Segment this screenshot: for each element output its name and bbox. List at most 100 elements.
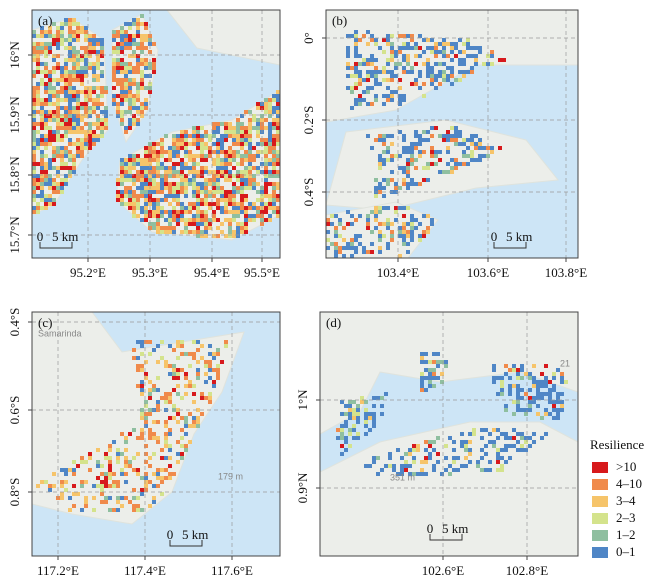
cell <box>256 130 260 134</box>
cell <box>72 90 76 94</box>
cell <box>124 480 128 484</box>
cell <box>144 158 148 162</box>
cell <box>248 150 252 154</box>
cell <box>208 202 212 206</box>
cell <box>468 432 472 436</box>
cell <box>272 94 276 98</box>
cell <box>426 58 430 62</box>
cell <box>184 384 188 388</box>
cell <box>264 126 268 130</box>
cell <box>40 42 44 46</box>
cell <box>48 30 52 34</box>
cell <box>184 416 188 420</box>
cell <box>216 158 220 162</box>
cell <box>32 178 36 182</box>
cell <box>276 174 280 178</box>
cell <box>472 428 476 432</box>
cell <box>244 166 248 170</box>
cell <box>268 98 272 102</box>
cell <box>160 174 164 178</box>
cell <box>116 182 120 186</box>
cell <box>372 424 376 428</box>
cell <box>200 218 204 222</box>
cell <box>140 34 144 38</box>
cell <box>358 94 362 98</box>
cell <box>140 206 144 210</box>
cell <box>556 396 560 400</box>
cell <box>48 70 52 74</box>
cell <box>200 182 204 186</box>
cell <box>72 46 76 50</box>
cell <box>410 234 414 238</box>
cell <box>374 74 378 78</box>
cell <box>176 134 180 138</box>
cell <box>156 440 160 444</box>
cell <box>120 162 124 166</box>
cell <box>548 392 552 396</box>
cell <box>520 368 524 372</box>
cell <box>180 436 184 440</box>
cell <box>438 50 442 54</box>
cell <box>478 50 482 54</box>
cell <box>378 162 382 166</box>
cell <box>176 194 180 198</box>
cell <box>60 90 64 94</box>
cell <box>446 146 450 150</box>
cell <box>84 500 88 504</box>
cell <box>136 186 140 190</box>
cell <box>152 66 156 70</box>
cell <box>132 348 136 352</box>
cell <box>520 436 524 440</box>
cell <box>144 460 148 464</box>
cell <box>248 146 252 150</box>
cell <box>172 166 176 170</box>
cell <box>240 222 244 226</box>
cell <box>112 38 116 42</box>
cell <box>88 126 92 130</box>
cell <box>432 384 436 388</box>
cell <box>352 400 356 404</box>
cell <box>164 432 168 436</box>
cell <box>448 436 452 440</box>
cell <box>84 74 88 78</box>
cell <box>380 404 384 408</box>
cell <box>406 170 410 174</box>
cell <box>496 456 500 460</box>
cell <box>224 138 228 142</box>
cell <box>422 234 426 238</box>
cell <box>478 158 482 162</box>
cell <box>32 122 36 126</box>
cell <box>180 134 184 138</box>
cell <box>68 94 72 98</box>
cell <box>120 198 124 202</box>
cell <box>192 142 196 146</box>
cell <box>402 206 406 210</box>
cell <box>164 420 168 424</box>
cell <box>462 58 466 62</box>
cell <box>52 138 56 142</box>
cell <box>342 254 346 258</box>
cell <box>180 416 184 420</box>
cell <box>462 50 466 54</box>
cell <box>56 66 60 70</box>
cell <box>116 198 120 202</box>
cell <box>80 480 84 484</box>
cell <box>244 170 248 174</box>
cell <box>366 214 370 218</box>
cell <box>52 158 56 162</box>
cell <box>140 194 144 198</box>
cell <box>52 66 56 70</box>
cell <box>240 114 244 118</box>
cell <box>164 174 168 178</box>
cell <box>488 432 492 436</box>
cell <box>32 130 36 134</box>
cell <box>216 122 220 126</box>
cell <box>412 472 416 476</box>
cell <box>196 134 200 138</box>
cell <box>76 126 80 130</box>
cell <box>196 222 200 226</box>
cell <box>192 202 196 206</box>
cell <box>32 158 36 162</box>
cell <box>192 190 196 194</box>
cell <box>268 182 272 186</box>
